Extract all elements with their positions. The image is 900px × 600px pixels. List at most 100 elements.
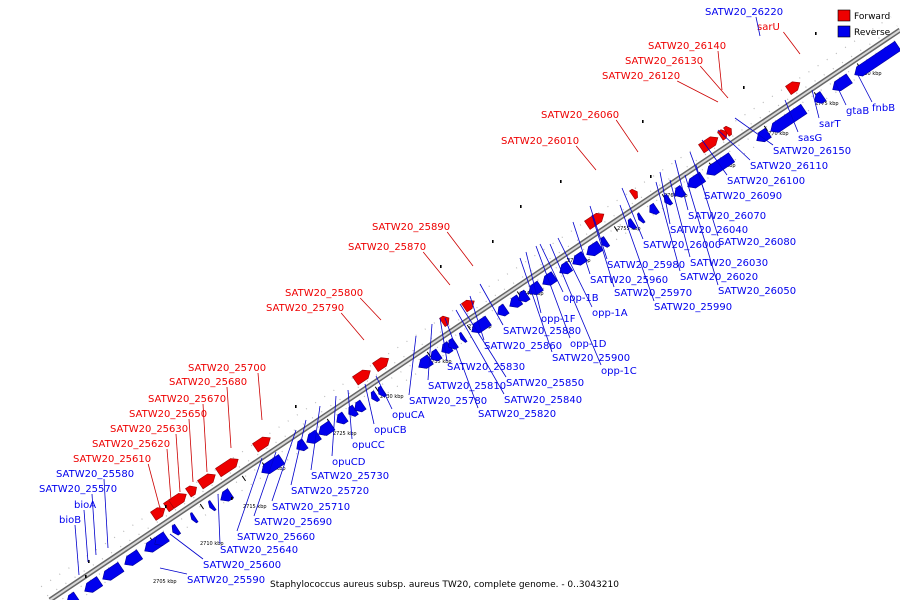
forward-leader-line	[615, 119, 639, 153]
reverse-gene-arrow	[528, 280, 544, 296]
reverse-gene-label-satw20-26110: SATW20_26110	[750, 161, 828, 172]
scale-tick-label: 2780 kbp	[858, 71, 882, 77]
reverse-gene-label-satw20-25830: SATW20_25830	[447, 362, 525, 373]
scale-tick-label: 2710 kbp	[200, 541, 224, 547]
forward-gene-arrow	[185, 485, 197, 498]
feature-marker	[231, 497, 233, 500]
reverse-gene-arrow	[318, 420, 336, 436]
reverse-gene-label-satw20-25990: SATW20_25990	[654, 302, 732, 313]
forward-gene-arrow	[461, 299, 475, 313]
forward-gene-label-satw20-25630: SATW20_25630	[110, 424, 188, 435]
forward-gene-label-satw20-25790: SATW20_25790	[266, 303, 344, 314]
reverse-leader-line	[684, 174, 719, 286]
forward-leader-line	[202, 403, 208, 473]
forward-gene-arrow	[629, 188, 638, 200]
scale-tick-label: 2705 kbp	[153, 579, 177, 585]
reverse-gene-arrow	[220, 488, 235, 502]
forward-leader-line	[91, 493, 97, 556]
forward-gene-label-satw20-25890: SATW20_25890	[372, 222, 450, 233]
reverse-gene-label-gtab: gtaB	[846, 106, 869, 117]
reverse-leader-line	[695, 164, 719, 237]
reverse-gene-arrow	[207, 500, 217, 512]
reverse-gene-arrow	[586, 240, 604, 257]
reverse-gene-label-fnbb: fnbB	[872, 103, 895, 114]
reverse-leader-line	[591, 214, 615, 288]
forward-gene-arrow	[252, 436, 271, 453]
forward-gene-label-saru: sarU	[757, 22, 780, 33]
reverse-gene-arrow	[572, 251, 588, 266]
reverse-gene-arrow	[336, 411, 349, 425]
reverse-gene-label-opp-1a: opp-1A	[592, 308, 628, 319]
reverse-leader-line	[655, 181, 681, 272]
reverse-leader-line	[217, 493, 221, 545]
reverse-gene-label-opp-1b: opp-1B	[563, 293, 599, 304]
legend-label-forward: Forward	[854, 12, 890, 22]
legend-swatch	[837, 9, 851, 22]
reverse-gene-arrow	[756, 127, 772, 143]
forward-gene-arrow	[785, 81, 801, 96]
forward-gene-label-biob: bioB	[59, 515, 81, 526]
reverse-gene-label-opp-1c: opp-1C	[601, 366, 637, 377]
reverse-leader-line	[310, 405, 321, 471]
reverse-gene-arrow	[189, 512, 199, 524]
reverse-gene-arrow	[171, 523, 182, 536]
forward-leader-line	[575, 145, 597, 171]
reverse-leader-line	[701, 139, 728, 176]
reverse-gene-label-satw20-25730: SATW20_25730	[311, 471, 389, 482]
reverse-gene-arrow	[154, 531, 170, 546]
reverse-leader-line	[375, 375, 393, 410]
forward-leader-line	[74, 524, 80, 576]
reverse-gene-arrow	[814, 91, 827, 104]
reverse-gene-arrow	[458, 331, 468, 343]
reverse-gene-arrow	[370, 390, 381, 402]
reverse-gene-label-satw20-25900: SATW20_25900	[552, 353, 630, 364]
reverse-leader-line	[479, 283, 504, 326]
forward-gene-label-satw20-25650: SATW20_25650	[129, 409, 207, 420]
forward-gene-arrow	[723, 125, 732, 137]
feature-marker	[650, 175, 652, 178]
reverse-gene-label-opucd: opuCD	[332, 457, 366, 468]
reverse-leader-line	[834, 81, 847, 106]
reverse-leader-line	[589, 205, 608, 260]
reverse-leader-line	[784, 99, 799, 133]
reverse-leader-line	[331, 395, 337, 457]
reverse-leader-line	[535, 245, 571, 339]
scale-tick-label: 2730 kbp	[380, 394, 404, 400]
reverse-leader-line	[549, 243, 602, 366]
reverse-leader-line	[427, 323, 433, 381]
reverse-gene-arrow	[674, 184, 687, 198]
reverse-gene-label-satw20-26020: SATW20_26020	[680, 272, 758, 283]
forward-leader-line	[755, 16, 761, 37]
forward-leader-line	[166, 448, 172, 501]
reverse-gene-label-satw20-25590: SATW20_25590	[187, 575, 265, 586]
reverse-leader-line	[253, 451, 277, 517]
legend-label-reverse: Reverse	[854, 28, 891, 38]
forward-leader-line	[257, 372, 263, 421]
reverse-gene-arrow	[418, 354, 434, 369]
forward-gene-label-satw20-26220: SATW20_26220	[705, 7, 783, 18]
reverse-leader-line	[408, 335, 417, 396]
reverse-gene-label-satw20-25660: SATW20_25660	[237, 532, 315, 543]
feature-marker	[520, 205, 522, 208]
forward-gene-arrow	[215, 458, 239, 478]
feature-marker	[815, 32, 817, 35]
reverse-gene-label-satw20-25720: SATW20_25720	[291, 486, 369, 497]
reverse-gene-arrow	[649, 202, 660, 215]
feature-marker	[165, 505, 167, 508]
reverse-gene-label-satw20-26030: SATW20_26030	[690, 258, 768, 269]
reverse-leader-line	[811, 89, 820, 119]
forward-gene-arrow	[372, 357, 389, 373]
forward-gene-label-satw20-25620: SATW20_25620	[92, 439, 170, 450]
forward-gene-label-satw20-26140: SATW20_26140	[648, 41, 726, 52]
forward-leader-line	[83, 509, 89, 563]
reverse-leader-line	[236, 457, 263, 532]
reverse-leader-line	[674, 159, 689, 211]
scale-tick	[763, 125, 768, 132]
reverse-leader-line	[734, 117, 774, 146]
reverse-leader-line	[347, 389, 353, 440]
reverse-leader-line	[290, 419, 307, 486]
reverse-gene-arrow	[854, 40, 900, 77]
reverse-gene-label-satw20-26050: SATW20_26050	[718, 286, 796, 297]
forward-gene-arrow	[150, 507, 166, 521]
